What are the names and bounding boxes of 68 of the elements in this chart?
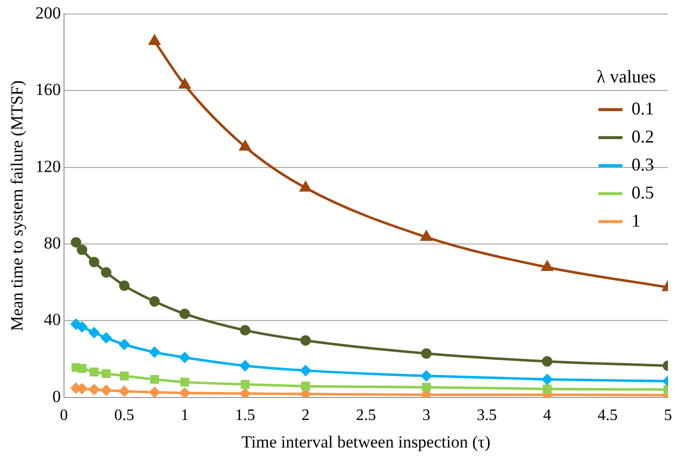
y-tick-label: 40 bbox=[44, 310, 61, 330]
point bbox=[148, 34, 160, 45]
legend-title: λ values bbox=[596, 66, 656, 87]
y-tick-label: 200 bbox=[35, 3, 61, 22]
point bbox=[300, 365, 311, 376]
point bbox=[120, 372, 129, 380]
point bbox=[240, 325, 250, 336]
point bbox=[76, 244, 88, 256]
x-tick-label: 3 bbox=[422, 407, 430, 424]
point bbox=[300, 182, 312, 192]
point bbox=[421, 348, 432, 359]
point bbox=[179, 352, 190, 363]
point bbox=[240, 360, 250, 372]
x-axis-title: Time interval between inspection (τ) bbox=[242, 432, 490, 452]
point bbox=[240, 388, 250, 398]
point bbox=[421, 370, 432, 382]
point bbox=[542, 356, 552, 367]
y-axis-title: Mean time to system failure (MTSF) bbox=[8, 80, 27, 332]
x-tick-label: 0.5 bbox=[114, 407, 134, 424]
point bbox=[180, 378, 190, 386]
point bbox=[542, 384, 552, 394]
point bbox=[88, 256, 100, 268]
point bbox=[100, 332, 112, 344]
point bbox=[88, 384, 100, 395]
point bbox=[119, 280, 130, 291]
point bbox=[240, 140, 251, 151]
x-tick-label: 3.5 bbox=[476, 407, 497, 424]
legend-label: 0.3 bbox=[632, 154, 654, 174]
point bbox=[70, 318, 82, 330]
x-tick-label: 2 bbox=[302, 407, 310, 424]
x-tick-label: 1.5 bbox=[235, 407, 256, 424]
y-tick-label: 120 bbox=[35, 156, 61, 176]
point bbox=[78, 364, 86, 373]
point bbox=[100, 385, 112, 396]
legend-label: 0.1 bbox=[632, 98, 654, 118]
x-tick-label: 5 bbox=[664, 407, 672, 424]
point bbox=[88, 327, 100, 338]
x-tick-label: 4.5 bbox=[598, 407, 618, 424]
point bbox=[301, 382, 310, 391]
legend-label: 0.2 bbox=[632, 126, 654, 146]
point bbox=[542, 260, 553, 271]
point bbox=[102, 369, 111, 378]
point bbox=[300, 335, 311, 346]
legend-label: 1 bbox=[632, 210, 640, 230]
x-tick-label: 4 bbox=[543, 407, 552, 424]
point bbox=[179, 388, 190, 398]
point bbox=[150, 374, 159, 384]
x-tick-label: 1 bbox=[180, 407, 189, 424]
point bbox=[90, 367, 99, 376]
point bbox=[100, 267, 112, 278]
y-tick-label: 0 bbox=[52, 386, 61, 406]
y-tick-label: 160 bbox=[35, 80, 61, 100]
point bbox=[70, 237, 82, 248]
point bbox=[119, 339, 130, 350]
point bbox=[76, 322, 88, 332]
point bbox=[119, 386, 130, 397]
point bbox=[542, 374, 552, 385]
point bbox=[149, 296, 160, 307]
y-tick-label: 80 bbox=[44, 234, 61, 253]
point bbox=[149, 346, 160, 358]
point bbox=[149, 386, 160, 398]
point bbox=[422, 382, 431, 392]
x-tick-label: 2.5 bbox=[356, 407, 376, 424]
point bbox=[179, 308, 190, 320]
legend-label: 0.5 bbox=[632, 182, 654, 202]
point bbox=[420, 230, 432, 241]
point bbox=[240, 380, 250, 389]
point bbox=[179, 78, 190, 89]
